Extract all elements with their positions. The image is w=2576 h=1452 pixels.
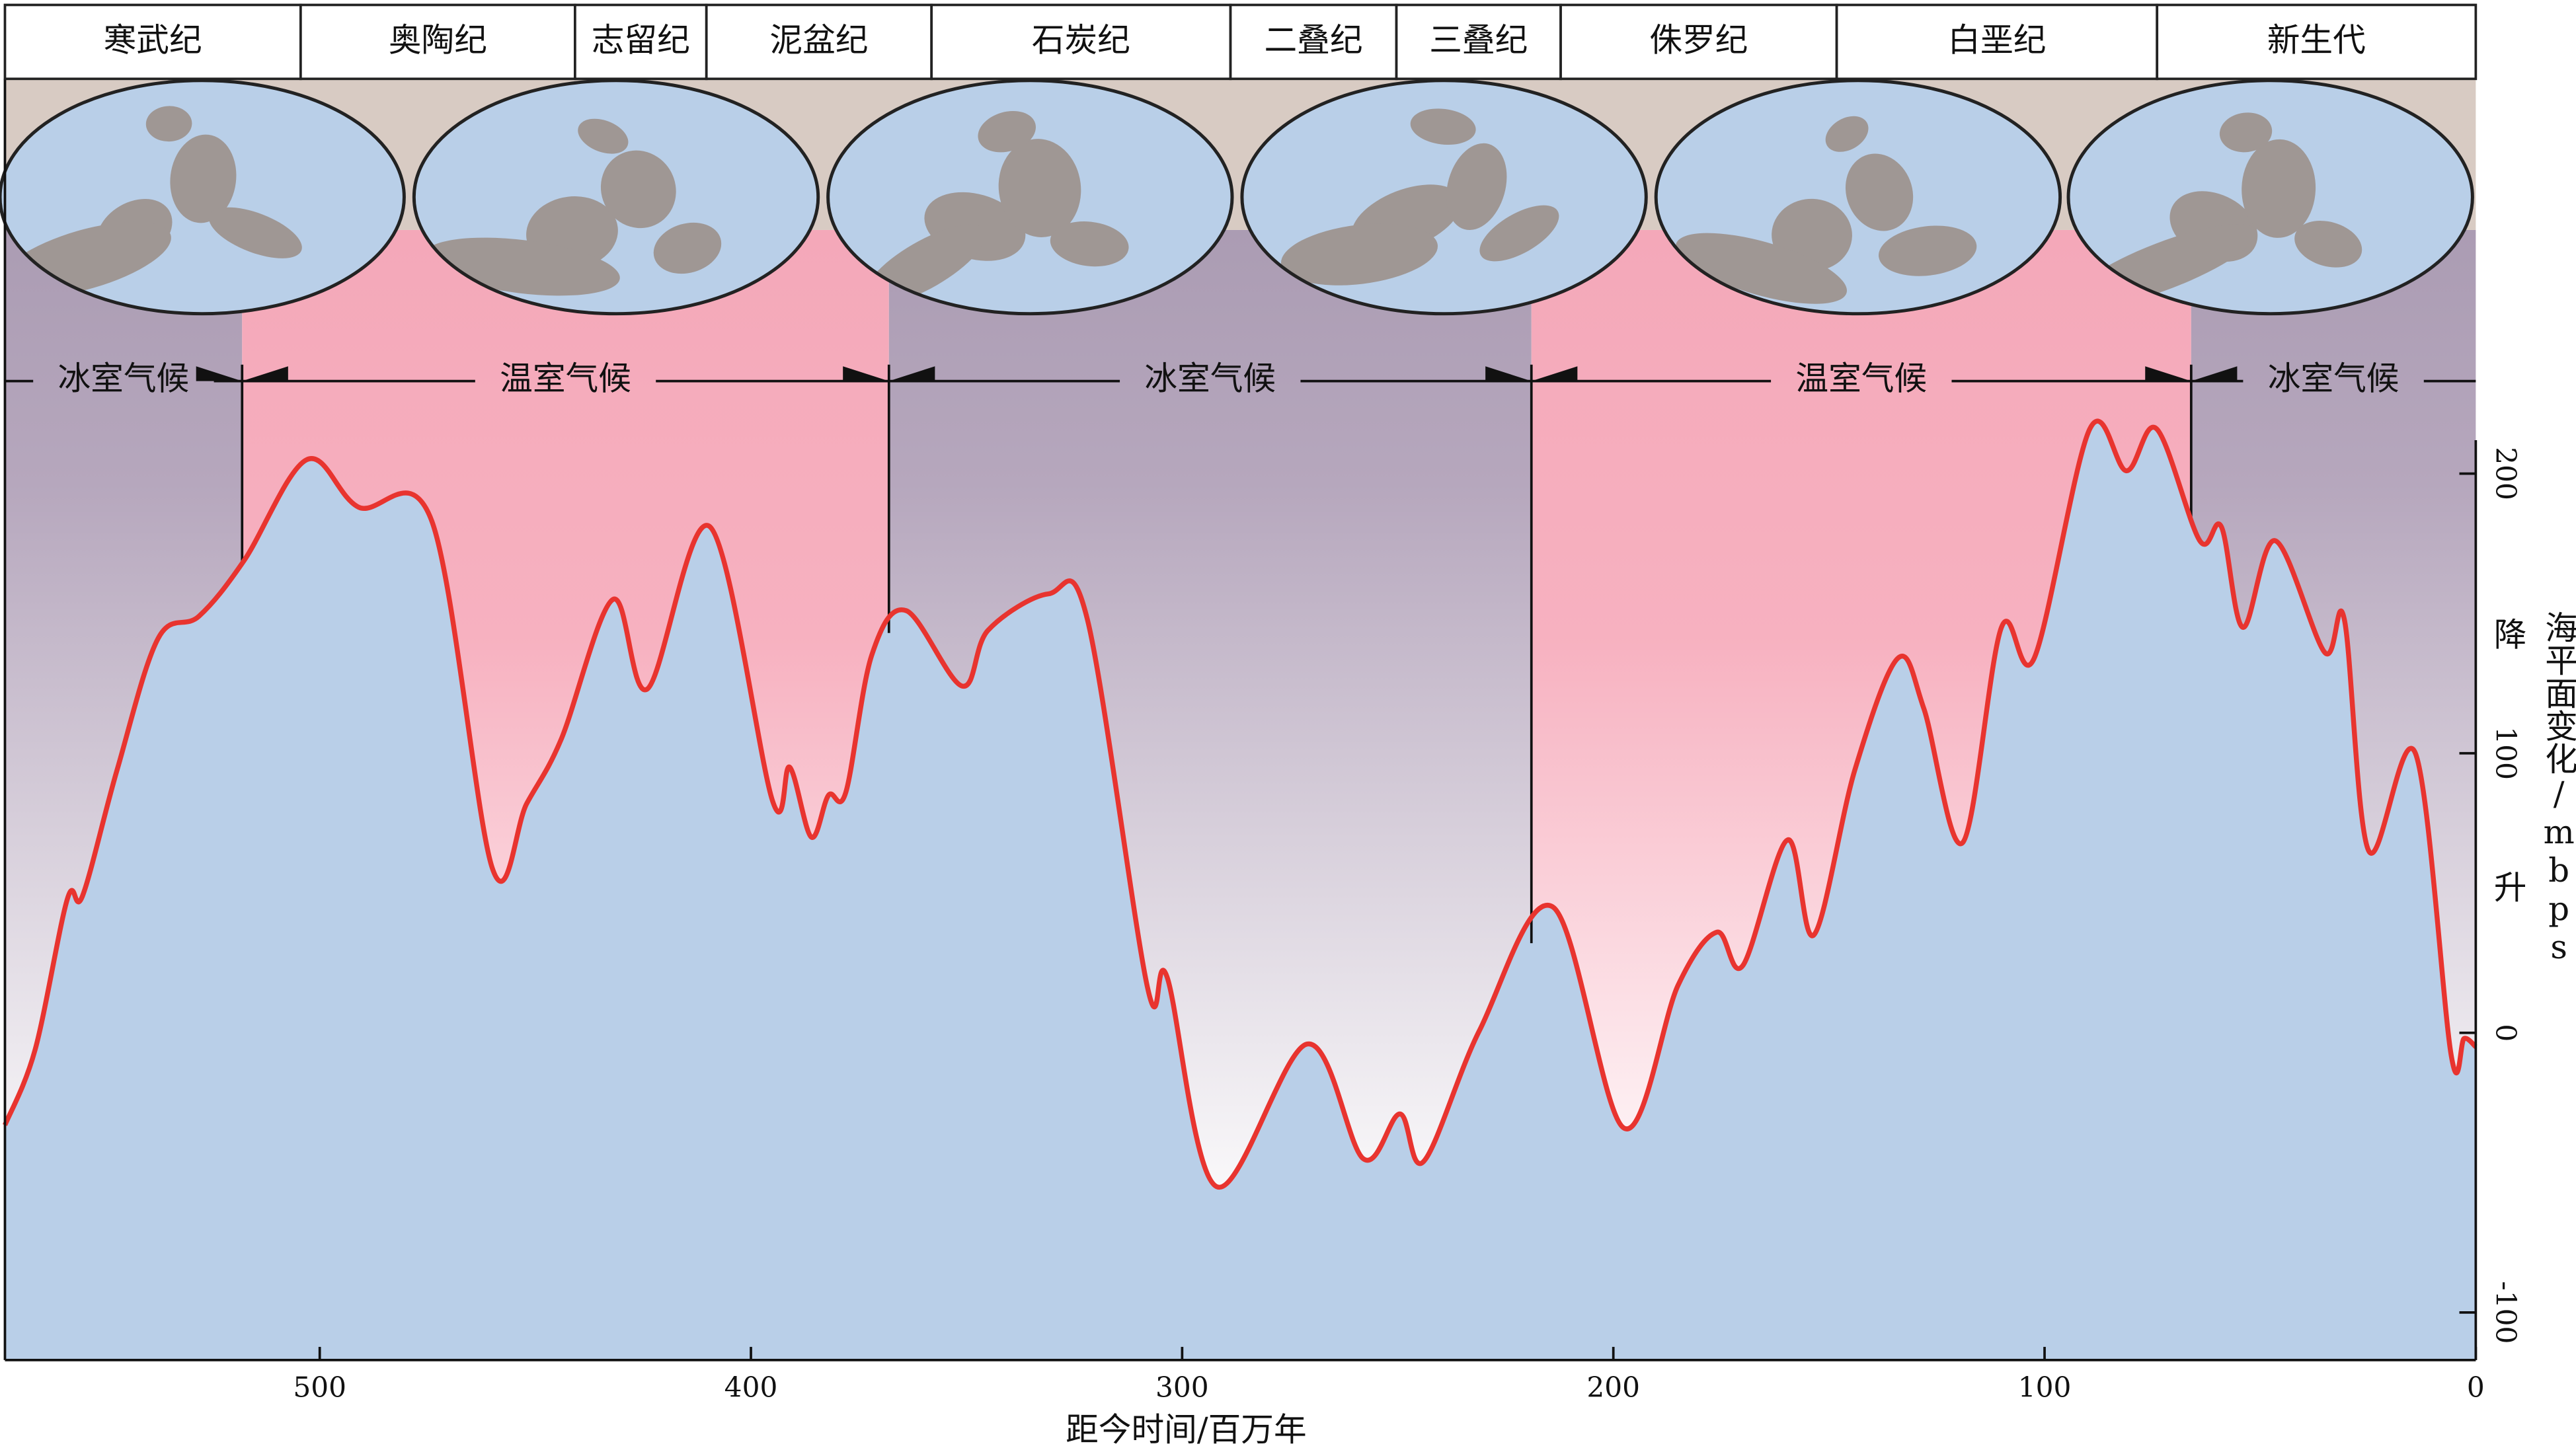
continent [978,110,1036,153]
map-outline [1240,79,1648,316]
period-label: 侏罗纪 [1649,21,1748,59]
continent [1676,233,1847,304]
continent [600,150,676,229]
continent [2219,112,2273,153]
y-tick-label: -100 [2490,1281,2522,1344]
period-label: 石炭纪 [1032,21,1130,59]
period-label: 泥盆纪 [769,21,868,59]
y-axis-high-label: 升 [2494,868,2527,907]
boundary-arrow [888,366,935,381]
climate-label: 温室气候 [1795,360,1927,398]
continent [1280,223,1438,286]
map-outline [412,79,820,316]
map-outline [2066,79,2474,316]
sea-level-curve [3,418,2478,1190]
y-axis-low-label: 降 [2494,615,2527,654]
continent [653,222,722,274]
boundary-arrow [196,366,243,381]
x-tick-label: 200 [1586,1371,1640,1404]
continent [1879,225,1977,276]
period-label: 三叠纪 [1429,21,1528,59]
paleo-maps [0,79,2474,316]
period-label: 奥陶纪 [389,21,487,59]
map-outline [1654,79,2062,316]
continent [1845,153,1914,231]
map-continents [1676,116,1977,304]
x-tick-label: 400 [724,1371,778,1404]
y-tick-label: 100 [2490,726,2522,780]
continent [2242,139,2316,238]
boundary-arrow [2145,366,2191,381]
y-tick-label: 0 [2490,1024,2522,1042]
x-tick-label: 300 [1155,1371,1209,1404]
period-label: 志留纪 [592,21,690,59]
period-box [299,3,576,81]
continent [2294,221,2362,268]
period-label: 新生代 [2267,21,2366,59]
continent [1050,221,1129,267]
y-tick-label: 200 [2490,447,2522,500]
continent [1479,205,1559,262]
period-label: 二叠纪 [1264,21,1362,59]
boundary-arrow [242,366,288,381]
period-box [2156,3,2478,81]
period-box [1835,3,2159,81]
x-axis-label: 距今时间/百万年 [1066,1410,1307,1449]
x-tick-label: 500 [293,1371,346,1404]
continent [1410,108,1476,145]
period-label: 白垩纪 [1947,21,2046,59]
climate-label: 冰室气候 [1144,360,1276,398]
map-continents [1280,108,1559,286]
x-tick-label: 0 [2467,1371,2485,1404]
continent [145,106,192,142]
y-axis-label: 海平面变化/mbps [2540,611,2576,967]
sea-level-area [5,421,2476,1360]
climate-label: 冰室气候 [58,360,190,398]
continent [208,207,302,258]
continent [578,118,629,154]
continent [170,134,237,223]
boundary-arrow [843,366,889,381]
continent [1446,143,1507,231]
map-outline [0,79,406,316]
x-tick-label: 100 [2018,1371,2072,1404]
climate-label: 温室气候 [500,360,631,398]
period-label: 寒武纪 [104,21,202,59]
climate-label: 冰室气候 [2268,360,2400,398]
map-continents [424,118,722,296]
map-outline [826,79,1234,316]
continent [1825,116,1869,152]
continent [998,139,1081,237]
map-continents [0,106,302,297]
